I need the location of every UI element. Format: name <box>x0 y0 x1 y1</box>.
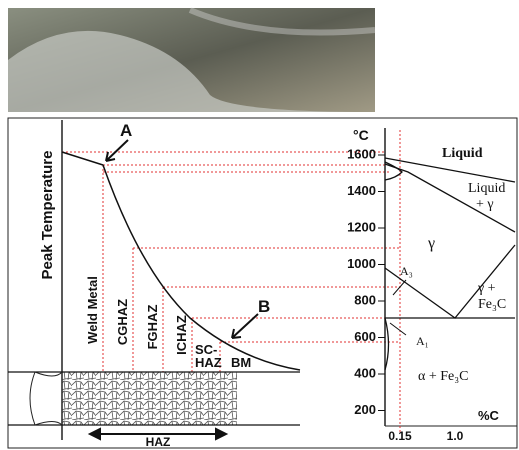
zone-label: FGHAZ <box>145 305 160 350</box>
line-label: A₃ <box>400 264 413 278</box>
y-tick-label: 400 <box>354 365 376 380</box>
axis-label: Peak Temperature <box>39 151 56 280</box>
unit-label: °C <box>353 127 369 143</box>
zone-label: Weld Metal <box>85 276 100 344</box>
y-tick-label: 1400 <box>347 183 376 198</box>
y-tick-label: 1600 <box>347 146 376 161</box>
region-label: Liquid <box>442 146 483 161</box>
region-label: + γ <box>476 197 494 212</box>
point-label: A <box>120 121 132 140</box>
region-label: α + Fe₃C <box>418 369 468 384</box>
arrow <box>106 140 128 161</box>
micrograph-photo <box>8 8 375 112</box>
zone-label: CGHAZ <box>115 299 130 345</box>
weld-cross-section <box>8 372 300 425</box>
zone-label: BM <box>231 355 251 370</box>
zone-label: ICHAZ <box>174 315 189 355</box>
region-label: Fe₃C <box>478 297 506 312</box>
y-tick-label: 200 <box>354 402 376 417</box>
y-tick-label: 800 <box>354 292 376 307</box>
region-label: Liquid <box>468 181 505 196</box>
line-label: A₁ <box>416 334 429 348</box>
point-label: B <box>258 297 270 316</box>
x-tick-label: 0.15 <box>388 429 412 443</box>
region-label: γ <box>427 235 435 252</box>
y-tick-label: 1200 <box>347 219 376 234</box>
pointer <box>390 280 406 335</box>
haz-label: HAZ <box>146 435 171 449</box>
y-tick-label: 1000 <box>347 256 376 271</box>
figure: Peak Temperature A B Weld Metal CGHAZ FG… <box>0 0 519 450</box>
zone-label: HAZ <box>195 355 222 370</box>
region-label: γ + <box>477 281 496 296</box>
y-tick-label: 600 <box>354 329 376 344</box>
x-axis-label: %C <box>478 408 500 423</box>
x-tick-label: 1.0 <box>447 429 464 443</box>
